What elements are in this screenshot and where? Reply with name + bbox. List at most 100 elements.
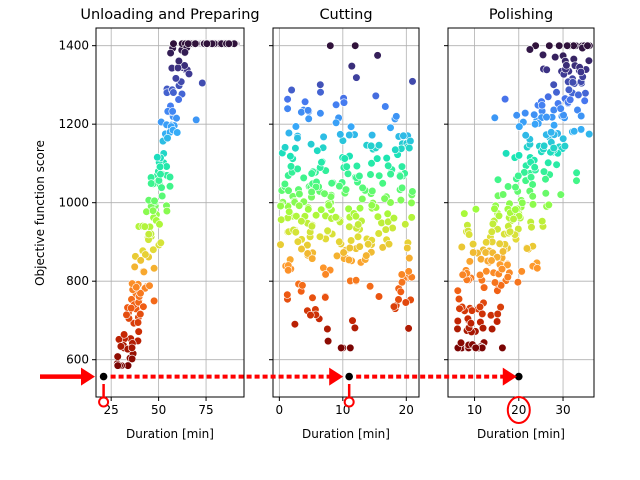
data-point [494, 211, 504, 220]
data-point [509, 214, 518, 224]
y-axis-label: Objective function score [33, 140, 47, 286]
data-point [401, 298, 410, 307]
data-point [293, 237, 303, 246]
data-point [526, 173, 536, 182]
data-point [488, 324, 497, 334]
data-point [490, 204, 499, 213]
data-point [303, 241, 312, 250]
data-point [315, 232, 325, 241]
data-point [458, 270, 467, 279]
data-point [156, 170, 165, 179]
panel-2: 0 10 20 Cutting Duration [min] [269, 7, 420, 441]
data-point [528, 192, 537, 201]
data-point [525, 45, 535, 54]
data-point [552, 88, 561, 97]
data-point [374, 141, 384, 150]
data-point [386, 123, 395, 132]
data-point [362, 251, 371, 260]
data-point [139, 267, 148, 277]
data-point [521, 131, 530, 140]
data-point [286, 162, 296, 171]
data-point [542, 65, 551, 74]
data-point [398, 183, 407, 192]
data-point [541, 189, 550, 198]
x-tick-label: 10 [335, 403, 350, 417]
data-point [156, 162, 165, 171]
data-point [132, 283, 141, 292]
data-point [336, 130, 345, 139]
x-axis-label: Duration [min] [126, 427, 214, 441]
data-point [577, 111, 586, 121]
data-point [358, 183, 367, 192]
data-point [174, 95, 183, 104]
data-point [487, 227, 496, 236]
grid [96, 28, 244, 397]
data-point [367, 141, 376, 150]
data-point [347, 236, 356, 245]
data-point [471, 205, 481, 214]
data-point [321, 293, 330, 302]
data-point [316, 88, 325, 97]
data-point [352, 276, 361, 285]
highlighted-point [99, 372, 108, 381]
data-point [556, 104, 565, 113]
data-point [331, 213, 340, 222]
data-point [313, 146, 322, 155]
data-point [277, 215, 286, 224]
data-point [140, 222, 149, 231]
data-point [149, 245, 158, 254]
data-point [467, 306, 477, 315]
data-point [576, 67, 586, 77]
highlighted-point [345, 372, 353, 381]
data-point [538, 217, 547, 226]
data-point [560, 142, 570, 151]
data-point [539, 167, 549, 176]
data-point [406, 136, 415, 146]
data-point [285, 207, 294, 216]
data-point [391, 145, 400, 154]
data-point [482, 238, 491, 247]
data-point [518, 198, 527, 207]
data-point [340, 154, 349, 163]
data-point [321, 270, 330, 279]
data-point [457, 242, 466, 252]
data-point [156, 238, 165, 247]
data-point [367, 201, 376, 210]
data-point [337, 343, 346, 353]
data-point [396, 287, 405, 296]
data-point [544, 200, 553, 209]
data-point [576, 125, 586, 134]
data-point [150, 264, 159, 273]
data-point [339, 98, 349, 107]
data-point [366, 170, 375, 179]
x-tick-label: 10 [467, 403, 482, 417]
data-point [192, 115, 201, 124]
data-point [397, 278, 407, 287]
data-point [373, 51, 382, 60]
data-point [295, 189, 304, 199]
data-point [566, 95, 575, 104]
data-point [389, 302, 399, 311]
data-point [539, 141, 549, 150]
data-point [388, 223, 397, 233]
data-point [498, 247, 508, 256]
data-point [332, 118, 341, 127]
data-point [141, 250, 150, 259]
data-point [465, 230, 474, 239]
data-point [304, 205, 313, 214]
data-point [134, 327, 143, 336]
data-point [307, 187, 316, 197]
data-point [171, 74, 180, 83]
data-point [163, 134, 172, 143]
data-point [139, 302, 148, 311]
data-point [552, 160, 561, 169]
data-point [351, 212, 361, 221]
data-point [549, 143, 558, 153]
y-tick-label: 800 [66, 274, 89, 288]
data-point [495, 239, 504, 248]
data-point [584, 56, 594, 65]
data-point [493, 317, 502, 326]
data-point [511, 205, 520, 214]
data-point [407, 198, 416, 207]
data-point [404, 267, 413, 276]
